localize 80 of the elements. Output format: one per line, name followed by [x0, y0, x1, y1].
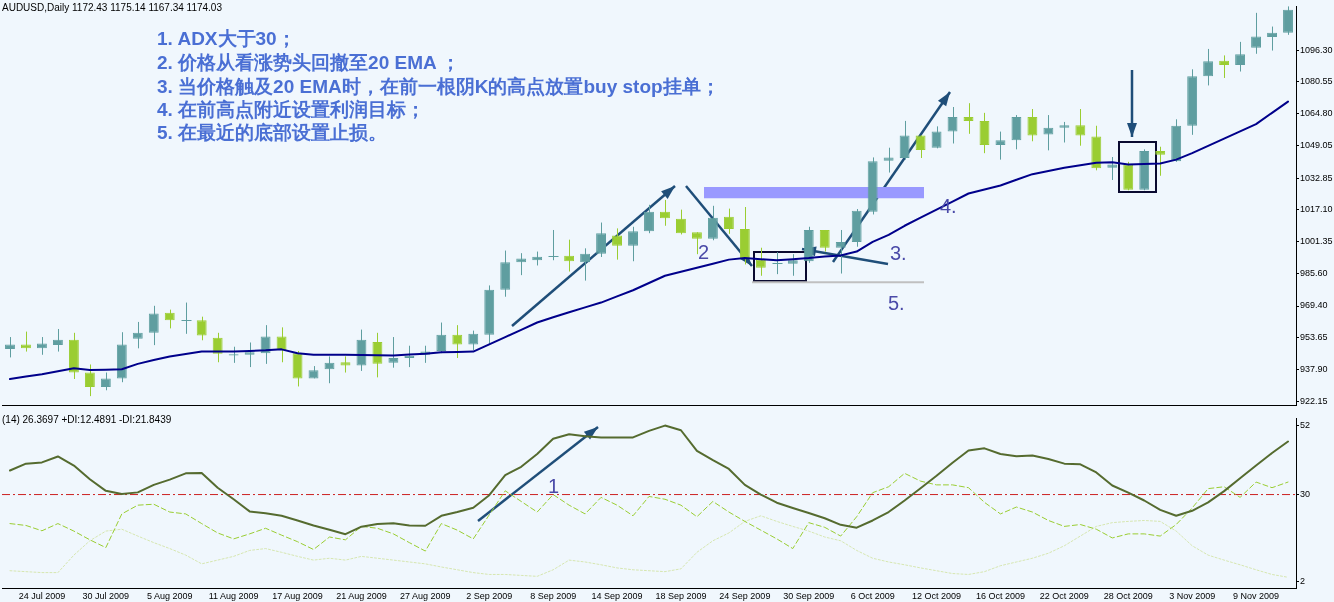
chart-title: (14) 26.3697 +DI:12.4891 -DI:21.8439: [2, 413, 172, 425]
x-tick-label: 3 Nov 2009: [1169, 591, 1216, 602]
y-tick-label: 2: [1300, 576, 1306, 587]
candlestick: [644, 204, 654, 234]
y-tick-label: 969.40: [1300, 300, 1328, 311]
annotation: 2: [698, 240, 710, 263]
y-tick-label: 953.65: [1300, 332, 1328, 343]
x-tick-label: 28 Oct 2009: [1103, 591, 1153, 602]
annotation: 5. 在最近的底部设置止损。: [157, 122, 388, 144]
x-tick-label: 22 Oct 2009: [1039, 591, 1089, 602]
candlestick: [707, 205, 718, 241]
candlestick: [1155, 146, 1166, 177]
candlestick: [181, 302, 192, 335]
y-tick-label: 52: [1300, 420, 1311, 431]
annotation: 2. 价格从看涨势头回撤至20 EMA ；: [157, 52, 461, 74]
y-tick-label: 1080.55: [1300, 76, 1333, 87]
x-tick-label: 30 Sep 2009: [783, 591, 835, 602]
y-tick-label: 1017.10: [1300, 204, 1333, 215]
x-tick-label: 27 Aug 2009: [400, 591, 451, 602]
y-tick-label: 1001.35: [1300, 236, 1333, 247]
candlestick: [244, 341, 255, 368]
candlestick: [132, 321, 143, 349]
candlestick: [548, 229, 559, 261]
candlestick: [596, 222, 607, 258]
x-tick-label: 24 Jul 2009: [18, 591, 66, 602]
candlestick: [388, 336, 399, 369]
x-tick-label: 17 Aug 2009: [272, 591, 323, 602]
candlestick: [787, 253, 798, 277]
annotation: 5.: [888, 291, 905, 314]
x-tick-label: 14 Sep 2009: [591, 591, 643, 602]
annotation: 1: [548, 474, 560, 497]
candlestick: [1123, 161, 1134, 191]
x-tick-label: 12 Oct 2009: [912, 591, 962, 602]
y-tick-label: 922.15: [1300, 395, 1328, 406]
candlestick: [164, 309, 175, 329]
candlestick: [452, 324, 463, 359]
candlestick: [772, 251, 783, 275]
x-tick-label: 16 Oct 2009: [975, 591, 1025, 602]
x-tick-label: 2 Sep 2009: [466, 591, 513, 602]
x-tick-label: 21 Aug 2009: [336, 591, 387, 602]
candlestick: [1011, 114, 1022, 150]
line-series: [9, 472, 1289, 552]
y-tick-label: 937.90: [1300, 364, 1328, 374]
y-tick-label: 1032.85: [1300, 172, 1333, 183]
x-tick-label: 24 Sep 2009: [719, 591, 771, 602]
candlestick: [1107, 156, 1118, 181]
candlestick: [883, 147, 894, 174]
x-tick-label: 18 Sep 2009: [655, 591, 707, 602]
candlestick: [148, 305, 159, 346]
candlestick: [899, 120, 910, 161]
y-tick-label: 1049.05: [1300, 139, 1333, 150]
candlestick: [963, 102, 974, 135]
y-tick-label: 1064.80: [1300, 108, 1333, 119]
candlestick: [755, 247, 766, 277]
candlestick: [947, 106, 958, 144]
x-tick-label: 6 Oct 2009: [850, 591, 895, 602]
candlestick: [372, 332, 383, 378]
candlestick: [1059, 121, 1070, 143]
y-tick-label: 985.60: [1300, 267, 1328, 278]
x-tick-label: 9 Nov 2009: [1233, 591, 1280, 602]
annotation: 4. 在前高点附近设置利润目标；: [157, 99, 426, 121]
y-tick-label: 1096.30: [1300, 44, 1333, 55]
annotation: 3. 当价格触及20 EMA时，在前一根阴K的高点放置buy stop挂单；: [157, 76, 720, 98]
candlestick: [1027, 108, 1038, 142]
candlestick: [1283, 5, 1293, 36]
x-tick-label: 8 Sep 2009: [530, 591, 577, 602]
candlestick: [660, 199, 670, 227]
candlestick: [1075, 108, 1086, 147]
candlestick: [468, 330, 479, 351]
candlestick: [835, 229, 846, 275]
annotation: 1. ADX大于30；: [157, 28, 296, 50]
y-tick-label: 30: [1300, 489, 1311, 500]
x-tick-label: 11 Aug 2009: [208, 591, 259, 602]
x-tick-label: 30 Jul 2009: [82, 591, 130, 602]
chart-title: AUDUSD,Daily 1172.43 1175.14 1167.34 1174.03: [2, 1, 223, 13]
candlestick: [995, 131, 1006, 161]
annotation: 3.: [890, 241, 907, 264]
candlestick: [580, 247, 591, 282]
line-series: [9, 515, 1289, 578]
x-tick-label: 5 Aug 2009: [146, 591, 193, 602]
